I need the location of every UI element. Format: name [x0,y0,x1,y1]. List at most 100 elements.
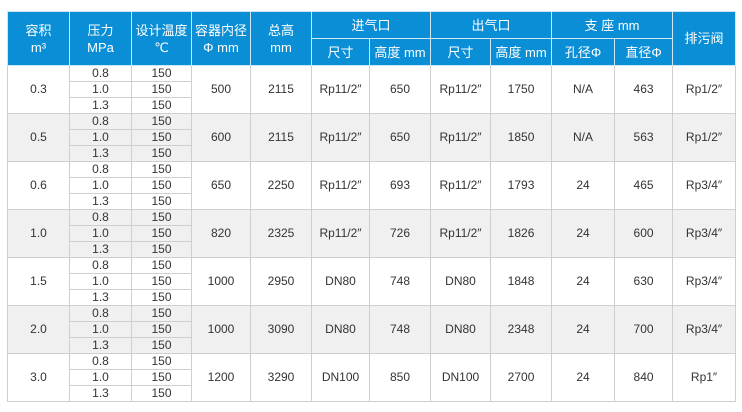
pressure-cell: 1.0 [69,321,132,338]
hole-cell: N/A [551,113,616,162]
table-row: 1.3 150 [8,241,736,258]
outlet-height-cell: 1850 [490,113,553,162]
drain-cell: Rp3/4″ [672,161,737,210]
temp-cell: 150 [131,385,192,402]
pressure-cell: 0.8 [69,65,132,82]
hole-cell: 24 [551,257,616,306]
pressure-cell: 0.8 [69,161,132,178]
outlet-height-cell: 1826 [490,209,553,258]
temp-cell: 150 [131,161,192,178]
outlet-size-cell: DN80 [430,257,492,306]
table-row: 1.0 150 [8,369,736,386]
pressure-cell: 1.3 [69,97,132,114]
drain-cell: Rp3/4″ [672,209,737,258]
temp-cell: 150 [131,145,192,162]
table-row: 1.0 150 [8,273,736,290]
pressure-cell: 0.8 [69,353,132,370]
temp-cell: 150 [131,369,192,386]
volume-cell: 3.0 [7,353,70,402]
table-row: 1.0 0.8 150 820 2325 Rp11/2″ 726 Rp11/2″ 1826 24 6… [7,209,737,258]
outlet-size-cell: Rp11/2″ [430,209,492,258]
table-row: 1.3 150 [8,289,736,306]
table-row: 3.0 0.8 150 1200 3290 DN100 850 DN100 2700 24 840 R… [7,353,737,402]
inlet-size-cell: Rp11/2″ [311,113,370,162]
table-row: 0.5 0.8 150 600 2115 Rp11/2″ 650 Rp11/2″ 1850 N/A… [7,113,737,162]
spec-table: 容积 m³ 压力 MPa 设计温度 ℃ 容器内径 Φ mm 总高 mm 进气口 出气口 支… [7,11,737,402]
table-row: 0.6 0.8 150 650 2250 Rp11/2″ 693 Rp11/2″ 1793 24 4… [7,161,737,210]
temp-cell: 150 [131,257,192,274]
support-dia-cell: 600 [614,209,674,258]
height-cell: 2325 [250,209,312,258]
support-dia-cell: 563 [614,113,674,162]
header-support-dia: 直径Φ [614,38,674,66]
header-outlet-height: 高度 mm [490,38,553,66]
height-cell: 2950 [250,257,312,306]
inlet-height-cell: 748 [368,305,432,354]
inlet-height-cell: 650 [368,113,432,162]
drain-cell: Rp1/2″ [672,65,737,114]
header-height: 总高 mm [250,11,312,66]
pressure-cell: 1.0 [69,369,132,386]
header-outlet-size: 尺寸 [430,38,492,66]
outlet-size-cell: DN80 [430,305,492,354]
temp-cell: 150 [131,337,192,354]
outlet-size-cell: DN100 [430,353,492,402]
volume-cell: 0.5 [7,113,70,162]
pressure-cell: 1.3 [69,385,132,402]
volume-cell: 1.0 [7,209,70,258]
height-cell: 2250 [250,161,312,210]
drain-cell: Rp3/4″ [672,257,737,306]
diameter-cell: 500 [191,65,251,114]
diameter-cell: 1000 [191,305,251,354]
volume-cell: 1.5 [7,257,70,306]
pressure-cell: 1.0 [69,225,132,242]
inlet-height-cell: 850 [368,353,432,402]
hole-cell: 24 [551,209,616,258]
header-inlet-height: 高度 mm [368,38,432,66]
hole-cell: 24 [551,353,616,402]
table-row: 1.3 150 [8,337,736,354]
temp-cell: 150 [131,305,192,322]
pressure-cell: 1.3 [69,337,132,354]
diameter-cell: 600 [191,113,251,162]
temp-cell: 150 [131,97,192,114]
table-row: 1.0 150 [8,81,736,98]
header-volume: 容积 m³ [7,11,70,66]
support-dia-cell: 700 [614,305,674,354]
header-pressure: 压力 MPa [69,11,132,66]
volume-cell: 0.6 [7,161,70,210]
outlet-height-cell: 1793 [490,161,553,210]
inlet-height-cell: 650 [368,65,432,114]
pressure-cell: 0.8 [69,113,132,130]
outlet-size-cell: Rp11/2″ [430,161,492,210]
outlet-height-cell: 2700 [490,353,553,402]
header-inlet-size: 尺寸 [311,38,370,66]
hole-cell: N/A [551,65,616,114]
diameter-cell: 820 [191,209,251,258]
inlet-height-cell: 693 [368,161,432,210]
table-row: 1.3 150 [8,97,736,114]
drain-cell: Rp3/4″ [672,305,737,354]
pressure-cell: 1.3 [69,193,132,210]
table-row: 1.0 150 [8,129,736,146]
temp-cell: 150 [131,113,192,130]
diameter-cell: 1000 [191,257,251,306]
temp-cell: 150 [131,241,192,258]
table-row: 0.3 0.8 150 500 2115 Rp11/2″ 650 Rp11/2″ 1750 N/A… [7,65,737,114]
outlet-height-cell: 1750 [490,65,553,114]
table-row: 1.3 150 [8,385,736,402]
temp-cell: 150 [131,321,192,338]
support-dia-cell: 840 [614,353,674,402]
header-temp: 设计温度 ℃ [131,11,192,66]
height-cell: 2115 [250,65,312,114]
drain-cell: Rp1/2″ [672,113,737,162]
pressure-cell: 0.8 [69,209,132,226]
outlet-size-cell: Rp11/2″ [430,65,492,114]
table-row: 1.0 150 [8,177,736,194]
pressure-cell: 1.0 [69,129,132,146]
support-dia-cell: 630 [614,257,674,306]
pressure-cell: 1.3 [69,145,132,162]
inlet-size-cell: DN80 [311,257,370,306]
pressure-cell: 1.0 [69,81,132,98]
height-cell: 3090 [250,305,312,354]
